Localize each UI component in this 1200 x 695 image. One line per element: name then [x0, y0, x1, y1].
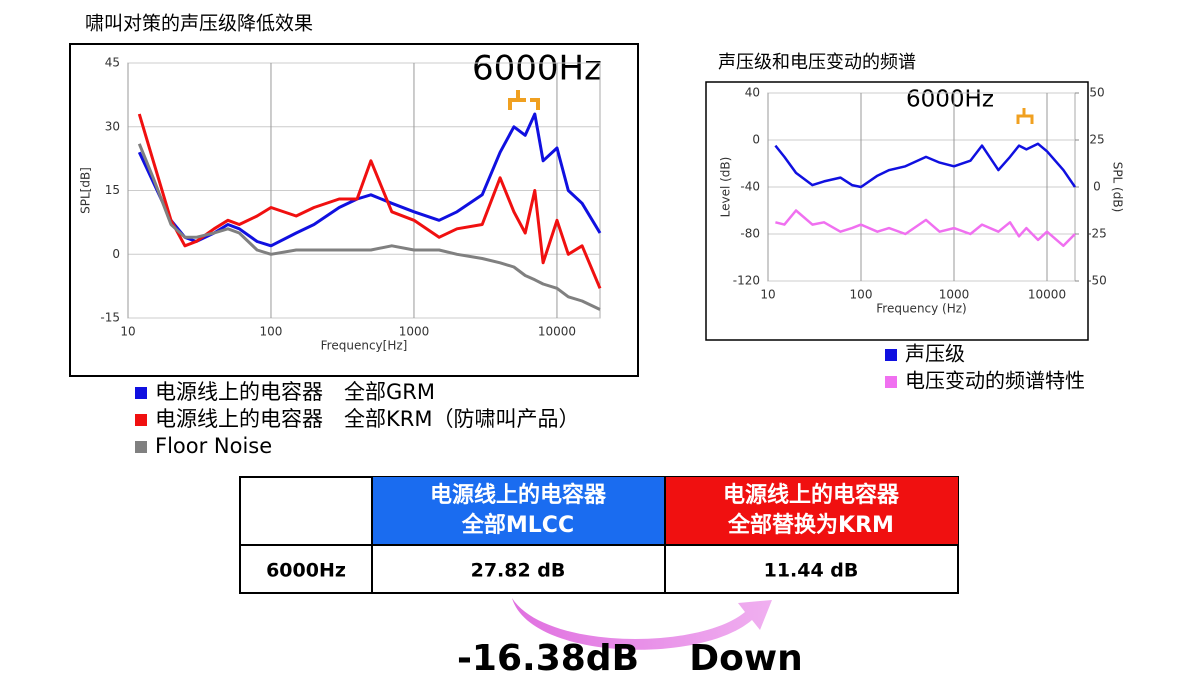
y2-tick-label: 25: [1089, 133, 1104, 147]
legend-label: 电源线上的电容器 全部GRM: [155, 380, 435, 404]
header-text: 全部MLCC: [461, 512, 574, 538]
legend-label: 电压变动的频谱特性: [905, 369, 1085, 393]
result-value: -16.38dB: [457, 638, 639, 679]
y-tick-label: -40: [740, 180, 760, 194]
bracket: [1016, 108, 1034, 124]
result-label: Down: [689, 638, 803, 679]
x-tick-label: 100: [260, 325, 283, 339]
header-cell: [372, 477, 665, 545]
y-tick-label: 0: [112, 247, 120, 261]
legend-label: 声压级: [905, 342, 965, 366]
y-axis-label: Level (dB): [719, 157, 733, 218]
legend-swatch: [885, 376, 897, 388]
y-axis-label: SPL[dB]: [79, 167, 93, 214]
chart-frame: [705, 81, 1089, 341]
x-tick-label: 1000: [939, 288, 970, 302]
y2-axis-label: SPL (dB): [1111, 162, 1125, 213]
y-tick-label: 15: [105, 183, 120, 197]
y-tick-label: -15: [100, 311, 120, 325]
y-tick-label: 40: [745, 86, 760, 100]
cell: 11.44 dB: [764, 560, 859, 582]
y-tick-label: 30: [105, 119, 120, 133]
header-text: 电源线上的电容器: [430, 482, 607, 508]
y2-tick-label: -50: [1087, 274, 1107, 288]
header-text: 电源线上的电容器: [723, 482, 900, 508]
header-text: 全部替换为KRM: [727, 512, 894, 538]
chart-title: 啸叫对策的声压级降低效果: [85, 13, 313, 35]
series-line: [137, 143, 601, 311]
header-cell: [665, 477, 958, 545]
annotation: 6000Hz: [472, 49, 602, 89]
legend-swatch: [135, 441, 147, 453]
legend-label: Floor Noise: [155, 434, 272, 458]
y2-tick-label: 0: [1093, 180, 1101, 194]
y2-tick-label: -25: [1087, 227, 1107, 241]
x-tick-label: 10: [760, 288, 775, 302]
table: 电源线上的电容器 全部MLCC 电源线上的电容器 全部替换为KRM 6000Hz…: [239, 476, 959, 594]
series-line: [774, 142, 1077, 189]
annotation: 6000Hz: [906, 87, 994, 113]
chart-title: 声压级和电压变动的频谱: [718, 52, 916, 73]
y-tick-label: -80: [740, 227, 760, 241]
y2-tick-label: 50: [1089, 86, 1104, 100]
legend-swatch: [135, 387, 147, 399]
series-line: [775, 209, 1076, 248]
legend-swatch: [885, 349, 897, 361]
x-axis-label: Frequency[Hz]: [321, 339, 408, 353]
arrow: [512, 598, 772, 650]
x-tick-label: 10000: [1028, 288, 1066, 302]
x-axis-label: Frequency (Hz): [876, 302, 967, 316]
x-tick-label: 1000: [399, 325, 430, 339]
cell: 27.82 dB: [471, 560, 566, 582]
bracket: [508, 90, 540, 110]
y-tick-label: -120: [733, 274, 760, 288]
x-tick-label: 100: [850, 288, 873, 302]
legend-label: 电源线上的电容器 全部KRM（防啸叫产品）: [155, 407, 579, 431]
x-tick-label: 10: [120, 325, 135, 339]
y-tick-label: 45: [105, 56, 120, 70]
x-tick-label: 10000: [538, 325, 576, 339]
y-tick-label: 0: [752, 133, 760, 147]
cell: 6000Hz: [266, 560, 346, 582]
legend-swatch: [135, 414, 147, 426]
